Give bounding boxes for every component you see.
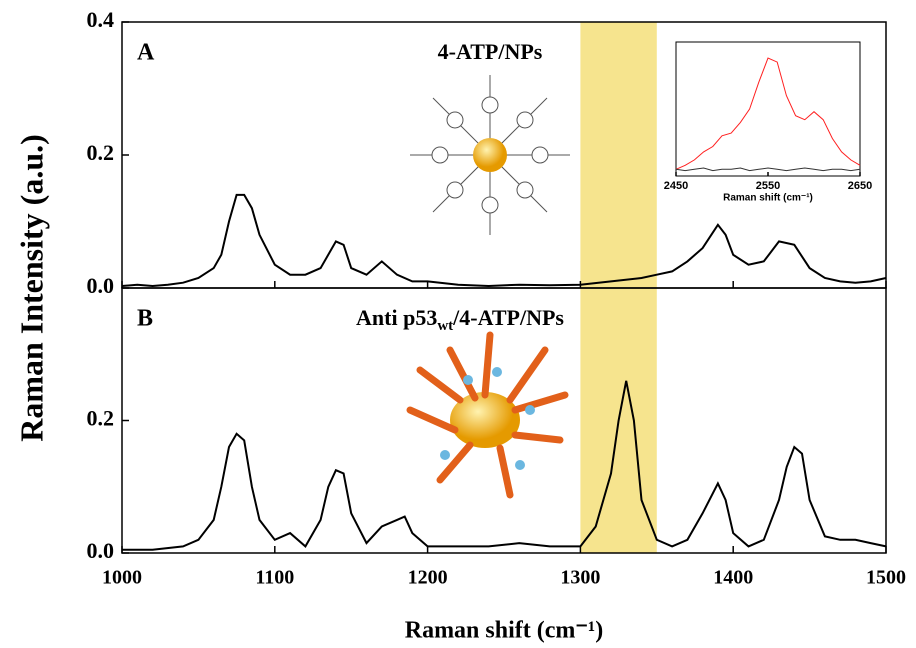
x-tick-label: 1400: [713, 567, 753, 589]
spectrum-line: [675, 57, 861, 170]
x-tick-label: 1300: [560, 567, 600, 589]
x-tick-label: 2550: [756, 180, 780, 192]
annotation-part: /4-ATP/NPs: [452, 305, 564, 330]
spectrum-line: [121, 193, 887, 288]
y-axis-title: Raman Intensity (a.u.): [13, 134, 49, 442]
x-tick-label: 1100: [255, 567, 294, 589]
y-tick-label: 0.2: [87, 406, 115, 431]
antibody-illustration: [406, 331, 569, 499]
x-axis-title: Raman shift (cm⁻¹): [723, 193, 813, 204]
panel-label: A: [137, 40, 155, 66]
x-tick-label: 2450: [664, 180, 688, 192]
x-tick-label: 1000: [102, 567, 142, 589]
x-tick-label: 1200: [408, 567, 448, 589]
inset-frame: [675, 41, 861, 177]
panel-label: B: [137, 306, 153, 332]
x-tick-label: 2650: [848, 180, 872, 192]
annotation-part: wt: [437, 318, 453, 334]
x-axis-title: Raman shift (cm⁻¹): [405, 618, 604, 644]
annotation: 4-ATP/NPs: [438, 39, 543, 64]
y-tick-label: 0.2: [87, 140, 115, 165]
y-tick-label: 0.0: [87, 538, 115, 563]
molecule-illustration: [410, 75, 570, 235]
annotation: Anti p53wt/4-ATP/NPs: [356, 305, 564, 334]
annotation-part: Anti p53: [356, 305, 437, 330]
y-tick-label: 0.4: [87, 7, 115, 32]
spectrum-line: [122, 380, 887, 551]
spectrum-line: [675, 167, 861, 172]
highlight-band: [580, 22, 657, 288]
x-tick-label: 1500: [866, 567, 906, 589]
y-tick-label: 0.0: [87, 273, 115, 298]
